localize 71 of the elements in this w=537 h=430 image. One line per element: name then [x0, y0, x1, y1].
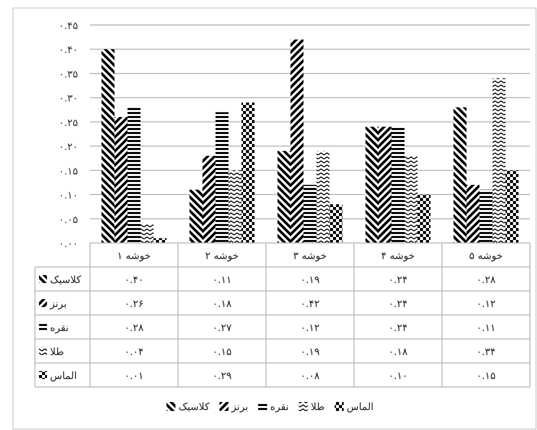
bar — [140, 224, 154, 243]
x-tick-label: خوشه ۲ — [205, 251, 239, 262]
legend-label: طلا — [50, 347, 64, 358]
bar — [392, 126, 404, 243]
data-label: ۰.۱۲ — [476, 299, 496, 310]
y-tick-label: ۰.۲۵ — [58, 118, 78, 129]
data-label: ۰.۱۰ — [388, 371, 408, 382]
y-tick-label: ۰.۴۵ — [58, 21, 78, 32]
y-tick-label: ۰.۳۰ — [58, 94, 78, 105]
data-label: ۰.۱۲ — [300, 323, 320, 334]
y-tick-label: ۰.۱۵ — [58, 166, 78, 178]
legend: کلاسیک برنز نقره طلا الماس — [166, 402, 374, 413]
x-tick-label: خوشه ۵ — [469, 251, 503, 262]
data-label: ۰.۲۷ — [212, 323, 232, 334]
data-label: ۰.۲۸ — [124, 323, 144, 334]
data-label: ۰.۱۸ — [388, 347, 408, 358]
data-label: ۰.۲۴ — [388, 275, 408, 286]
data-label: ۰.۰۱ — [124, 371, 144, 382]
data-label: ۰.۱۹ — [300, 275, 320, 286]
bar — [154, 238, 166, 243]
bar — [466, 184, 480, 243]
data-label: ۰.۱۵ — [476, 371, 496, 382]
bar — [316, 150, 330, 243]
x-tick-label: خوشه ۳ — [293, 251, 327, 262]
legend-label: کلاسیک — [50, 275, 82, 286]
y-tick-label: ۰.۱۰ — [58, 190, 78, 202]
data-label: ۰.۲۴ — [388, 323, 408, 334]
bar — [114, 117, 128, 243]
data-label: ۰.۰۸ — [300, 371, 320, 382]
bar — [378, 126, 392, 243]
bar — [128, 107, 140, 243]
legend-label: برنز — [49, 299, 67, 310]
bar — [202, 156, 216, 243]
bar — [404, 156, 418, 243]
bar — [480, 190, 492, 243]
y-tick-label: ۰.۰۵ — [58, 214, 78, 226]
data-label: ۰.۲۴ — [388, 299, 408, 310]
bar — [366, 126, 378, 243]
y-tick-label: ۰.۲۰ — [58, 142, 78, 154]
bar — [228, 170, 242, 243]
bar — [330, 204, 342, 243]
y-tick-label: ۰.۴۰ — [58, 45, 78, 56]
y-tick-label: ۰.۳۵ — [58, 69, 78, 80]
data-label: ۰.۰۴ — [124, 347, 144, 358]
bar — [492, 78, 506, 243]
data-label: ۰.۱۵ — [212, 347, 232, 358]
bar — [190, 190, 202, 243]
y-tick-label: ۰.۰۰ — [58, 239, 78, 250]
data-label: ۰.۴۰ — [124, 275, 144, 286]
data-label: ۰.۲۶ — [124, 299, 144, 310]
bar — [102, 49, 114, 243]
bar — [290, 40, 304, 243]
data-label: ۰.۱۱ — [212, 275, 232, 286]
bar — [454, 107, 466, 243]
data-label: ۰.۴۲ — [300, 299, 320, 310]
x-tick-label: خوشه ۱ — [117, 251, 151, 262]
legend-label: نقره — [50, 323, 69, 334]
data-label: ۰.۱۹ — [300, 347, 320, 358]
x-tick-label: خوشه ۴ — [381, 251, 415, 262]
bar — [242, 102, 254, 243]
data-label: ۰.۱۱ — [476, 323, 496, 334]
bar — [278, 150, 290, 243]
bar — [216, 112, 228, 243]
legend-label: الماس — [50, 371, 77, 382]
bar — [506, 170, 518, 243]
data-label: ۰.۲۸ — [476, 275, 496, 286]
data-label: ۰.۳۴ — [476, 347, 496, 358]
data-label: ۰.۲۹ — [212, 371, 232, 382]
data-label: ۰.۱۸ — [212, 299, 232, 310]
bar — [304, 184, 316, 243]
bar — [418, 194, 430, 243]
